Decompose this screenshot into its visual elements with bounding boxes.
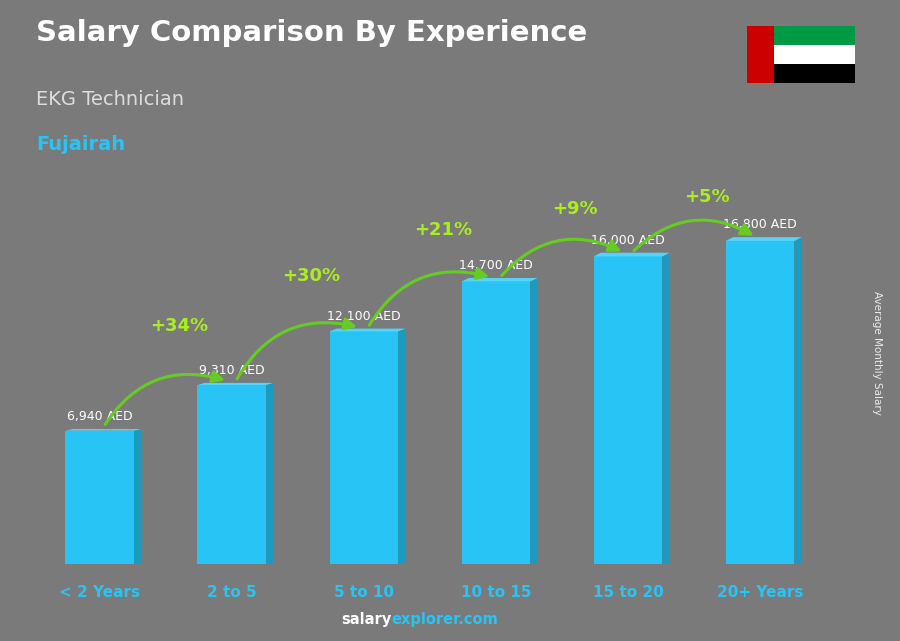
Text: 20+ Years: 20+ Years	[717, 585, 804, 600]
Text: 6,940 AED: 6,940 AED	[67, 410, 132, 423]
Polygon shape	[462, 281, 530, 564]
Polygon shape	[329, 331, 398, 564]
Text: 14,700 AED: 14,700 AED	[459, 259, 533, 272]
Polygon shape	[795, 237, 802, 564]
Text: EKG Technician: EKG Technician	[36, 90, 184, 109]
Bar	[774, 26, 855, 45]
Polygon shape	[197, 385, 266, 564]
Polygon shape	[594, 256, 662, 564]
Text: 16,800 AED: 16,800 AED	[724, 219, 797, 231]
Text: 10 to 15: 10 to 15	[461, 585, 531, 600]
Text: Fujairah: Fujairah	[36, 135, 125, 154]
Polygon shape	[66, 431, 134, 564]
Bar	[747, 26, 774, 83]
Polygon shape	[594, 253, 670, 256]
Polygon shape	[662, 253, 670, 564]
Polygon shape	[725, 237, 802, 241]
Text: 16,000 AED: 16,000 AED	[591, 234, 665, 247]
Text: +34%: +34%	[149, 317, 208, 335]
Text: Salary Comparison By Experience: Salary Comparison By Experience	[36, 19, 587, 47]
Text: 2 to 5: 2 to 5	[207, 585, 256, 600]
Polygon shape	[462, 278, 537, 281]
Bar	[774, 45, 855, 64]
Text: Average Monthly Salary: Average Monthly Salary	[872, 290, 883, 415]
Polygon shape	[530, 278, 537, 564]
Polygon shape	[329, 329, 406, 331]
Text: salary: salary	[341, 612, 392, 627]
Text: 12,100 AED: 12,100 AED	[327, 310, 400, 323]
Polygon shape	[197, 383, 274, 385]
Text: +21%: +21%	[414, 221, 472, 239]
Polygon shape	[134, 429, 141, 564]
Bar	[774, 64, 855, 83]
Text: +30%: +30%	[282, 267, 340, 285]
Text: 15 to 20: 15 to 20	[593, 585, 663, 600]
Text: explorer.com: explorer.com	[392, 612, 499, 627]
Polygon shape	[66, 429, 141, 431]
Polygon shape	[725, 241, 795, 564]
Polygon shape	[398, 329, 406, 564]
Text: 9,310 AED: 9,310 AED	[199, 364, 265, 377]
Text: < 2 Years: < 2 Years	[59, 585, 140, 600]
Polygon shape	[266, 383, 274, 564]
Text: +9%: +9%	[553, 200, 598, 218]
Text: 5 to 10: 5 to 10	[334, 585, 394, 600]
Text: +5%: +5%	[685, 188, 730, 206]
